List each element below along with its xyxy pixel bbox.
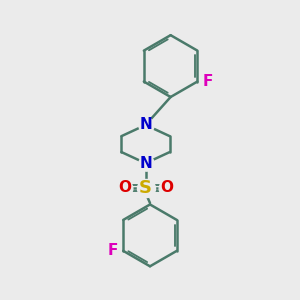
Text: O: O	[118, 180, 131, 195]
Text: N: N	[139, 156, 152, 171]
Text: F: F	[108, 243, 118, 258]
Text: S: S	[139, 179, 152, 197]
Text: F: F	[203, 74, 213, 89]
Text: N: N	[139, 118, 152, 133]
Text: O: O	[160, 180, 173, 195]
